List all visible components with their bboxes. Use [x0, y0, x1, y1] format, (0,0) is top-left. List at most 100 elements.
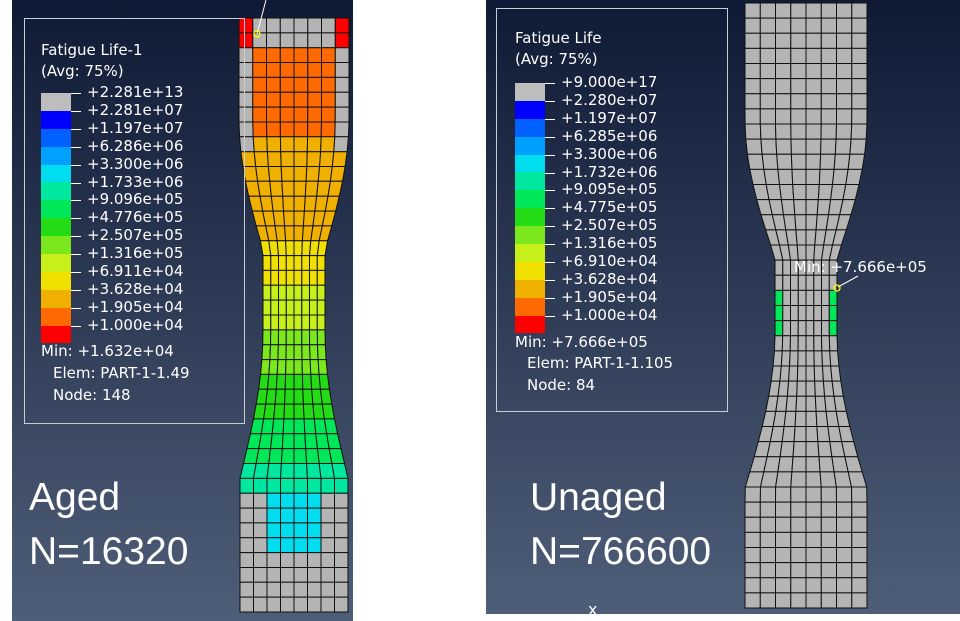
mesh-element: [790, 274, 799, 291]
mesh-element: [744, 531, 761, 548]
mesh-element: [293, 552, 308, 568]
legend-tick: [545, 226, 555, 228]
mesh-element: [820, 47, 837, 64]
legend-value-label: +1.197e+07: [87, 118, 184, 137]
mesh-element: [820, 17, 837, 34]
mesh-element: [774, 486, 792, 503]
legend-color-swatch: [41, 325, 71, 344]
mesh-element: [790, 486, 807, 503]
mesh-element: [759, 47, 776, 64]
mesh-element: [309, 344, 319, 361]
mesh-element: [790, 63, 807, 80]
mesh-element: [797, 335, 807, 352]
mesh-element: [262, 299, 272, 316]
legend-color-swatch: [41, 218, 71, 237]
mesh-element: [797, 305, 807, 322]
mesh-element: [321, 76, 336, 93]
mesh-element: [790, 289, 799, 306]
mesh-element: [266, 91, 281, 108]
mesh-element: [293, 91, 309, 108]
legend-value-label: +1.316e+05: [87, 244, 184, 263]
mesh-element: [307, 522, 322, 539]
mesh-element: [772, 350, 783, 367]
mesh-element: [790, 138, 807, 155]
mesh-element: [774, 123, 792, 140]
unaged-label: Unaged: [530, 476, 667, 519]
mesh-element: [796, 380, 807, 397]
mesh-element: [293, 344, 303, 361]
mesh-element: [334, 477, 349, 494]
legend-color-swatch: [515, 190, 545, 209]
mesh-element: [266, 507, 281, 524]
aged-viewport[interactable]: Fatigue Life-1 (Avg: 75%) +2.281e+13 +2.2…: [12, 0, 353, 621]
mesh-element: [790, 17, 807, 34]
mesh-element: [308, 329, 319, 346]
legend-tick: [545, 190, 555, 192]
mesh-element: [821, 289, 830, 306]
mesh-element: [304, 180, 319, 197]
legend-tick: [545, 297, 555, 299]
mesh-element: [813, 365, 824, 382]
mesh-element: [791, 168, 807, 185]
mesh-element: [320, 492, 335, 509]
mesh-element: [305, 166, 321, 182]
mesh-element: [260, 418, 275, 435]
mesh-element: [775, 2, 792, 19]
legend-color-swatch: [41, 128, 71, 147]
mesh-element: [831, 380, 844, 397]
mesh-element: [239, 477, 254, 494]
mesh-element: [793, 426, 807, 443]
mesh-element: [266, 596, 281, 613]
mesh-element: [805, 501, 822, 518]
mesh-element: [266, 76, 281, 93]
mesh-element: [783, 410, 797, 427]
mesh-element: [820, 486, 838, 503]
legend-color-swatch: [41, 146, 71, 165]
mesh-element: [266, 552, 281, 568]
legend-value-label: +2.281e+13: [87, 83, 184, 101]
mesh-element: [278, 255, 287, 271]
mesh-element: [834, 138, 852, 155]
unaged-min-element: Elem: PART-1-1.105: [527, 354, 674, 372]
mesh-element: [744, 2, 761, 19]
mesh-element: [270, 255, 279, 271]
mesh-element: [836, 78, 853, 95]
mesh-element: [253, 151, 269, 167]
mesh-element: [284, 225, 295, 242]
mesh-element: [805, 365, 816, 382]
mesh-element: [794, 410, 807, 427]
mesh-element: [301, 299, 310, 316]
legend-value-label: +2.507e+05: [87, 226, 184, 245]
mesh-element: [790, 501, 807, 518]
legend-tick: [545, 262, 555, 263]
mesh-element: [242, 166, 259, 182]
mesh-element: [266, 136, 282, 153]
legend-color-swatch: [515, 315, 545, 334]
mesh-element: [266, 463, 282, 479]
mesh-element: [805, 153, 822, 170]
mesh-element: [790, 108, 807, 125]
mesh-element: [285, 240, 295, 257]
unaged-min-node: Node: 84: [527, 376, 596, 394]
mesh-element: [270, 195, 285, 212]
mesh-element: [334, 507, 349, 524]
legend-color-swatch: [41, 236, 71, 255]
mesh-element: [279, 136, 295, 153]
aged-color-scale: [41, 93, 71, 344]
mesh-element: [828, 289, 838, 306]
mesh-element: [851, 592, 868, 609]
viewport-background: [486, 0, 960, 614]
unaged-mesh-plot: [486, 0, 960, 614]
mesh-element: [301, 359, 312, 375]
mesh-element: [851, 501, 868, 518]
min-leader-line: [256, 0, 267, 35]
mesh-element: [320, 477, 335, 494]
mesh-element: [334, 596, 349, 613]
mesh-element: [790, 123, 807, 140]
mesh-element: [790, 531, 807, 548]
mesh-element: [282, 195, 295, 212]
unaged-viewport[interactable]: Fatigue Life (Avg: 75%) +9.000e+17 +2.280…: [486, 0, 960, 614]
mesh-element: [306, 136, 322, 153]
mesh-element: [270, 269, 279, 286]
mesh-element: [836, 108, 853, 125]
